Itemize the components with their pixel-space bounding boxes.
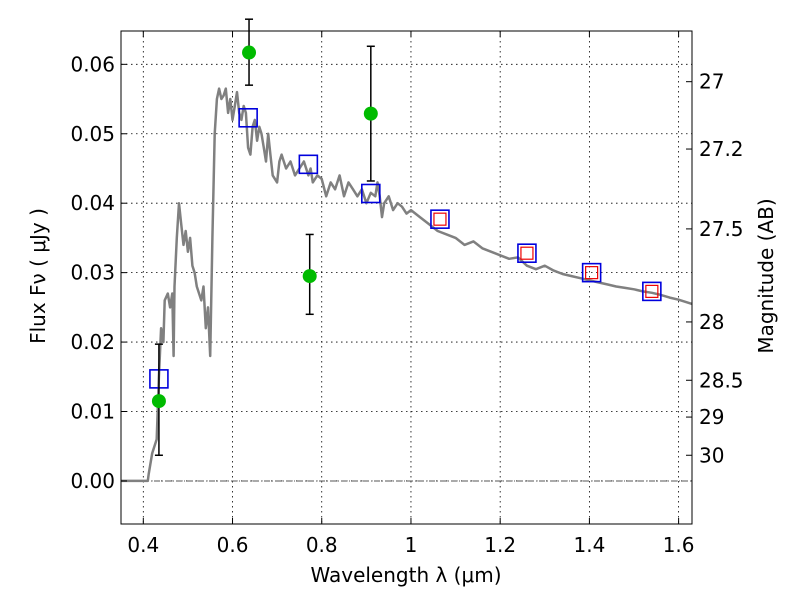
y2-tick-label: 28.5: [699, 368, 744, 392]
observed-errorbars: [154, 18, 375, 457]
y-tick-label: 0.04: [70, 191, 115, 215]
x-tick-label: 0.6: [217, 533, 249, 557]
spectrum-line: [121, 87, 693, 483]
y2-axis-label: Magnitude (AB): [754, 198, 778, 353]
model-photometry-box: [517, 243, 537, 263]
x-tick-label: 1.2: [484, 533, 516, 557]
y-tick-label: 0.01: [70, 400, 115, 424]
model-photometry-box: [361, 183, 381, 204]
model-photometry-box: [430, 209, 450, 229]
x-axis-label: Wavelength λ (μm): [310, 563, 501, 587]
model-photometry-points: [149, 107, 662, 389]
x-axis-ticks: 0.4 0.6 0.8 1 1.2 1.4 1.6: [127, 31, 695, 557]
observed-points: [151, 45, 378, 409]
x-tick-label: 0.8: [306, 533, 338, 557]
y-axis-label: Flux Fν ( μJy ): [26, 208, 50, 344]
x-tick-label: 1.6: [663, 533, 695, 557]
model-photometry-inner-box: [520, 246, 534, 260]
x-tick-label: 0.4: [127, 533, 159, 557]
y2-axis-ticks: 27 27.2 27.5 28 28.5 29 30: [686, 70, 744, 467]
model-photometry-box: [642, 281, 662, 302]
y-tick-label: 0.00: [70, 469, 115, 493]
y-tick-label: 0.02: [70, 330, 115, 354]
model-photometry-box: [238, 107, 258, 128]
y2-tick-label: 30: [699, 443, 724, 467]
y2-tick-label: 29: [699, 405, 724, 429]
plot-frame: [120, 30, 693, 525]
y-tick-label: 0.06: [70, 52, 115, 76]
y2-tick-label: 27: [699, 70, 724, 94]
model-spectrum: [121, 87, 693, 483]
y-axis-ticks: 0.00 0.01 0.02 0.03 0.04 0.05 0.06: [70, 52, 127, 493]
y2-tick-label: 28: [699, 310, 724, 334]
y2-tick-label: 27.2: [699, 137, 744, 161]
observed-point: [242, 45, 257, 60]
y-tick-label: 0.05: [70, 122, 115, 146]
y2-tick-label: 27.5: [699, 217, 744, 241]
y-tick-label: 0.03: [70, 261, 115, 285]
x-tick-label: 1.4: [573, 533, 605, 557]
model-photometry-box: [581, 262, 602, 283]
model-photometry-inner-box: [433, 212, 447, 226]
observed-point: [302, 269, 317, 284]
observed-point: [151, 394, 166, 409]
model-photometry-inner-box: [645, 284, 659, 298]
observed-point: [363, 106, 378, 121]
grid: [121, 31, 692, 524]
x-tick-label: 1: [405, 533, 418, 557]
model-photometry-box: [298, 154, 319, 175]
model-photometry-inner-box: [585, 266, 599, 280]
